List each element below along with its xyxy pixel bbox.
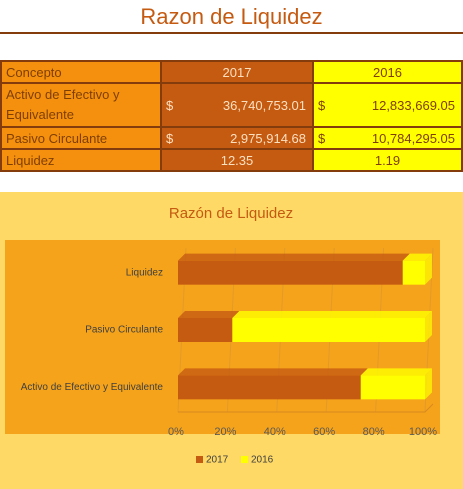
bar xyxy=(178,375,361,400)
bar xyxy=(178,318,233,342)
bar xyxy=(178,260,403,285)
bar-top xyxy=(178,368,368,376)
cell: 1.19 xyxy=(312,148,463,172)
cell: $36,740,753.01 xyxy=(160,82,314,128)
y-tick-label: Pasivo Circulante xyxy=(85,325,163,336)
amount: 12,833,669.05 xyxy=(371,97,455,113)
x-tick-label: 60% xyxy=(313,426,335,438)
bar-top xyxy=(178,253,410,261)
y-tick-label: Activo de Efectivo y Equivalente xyxy=(21,382,164,393)
cell: $10,784,295.05 xyxy=(312,126,463,150)
legend-label: 2017 xyxy=(206,455,229,466)
header-cell: 2016 xyxy=(312,60,463,84)
amount: 36,740,753.01 xyxy=(222,97,306,113)
chart: Razón de Liquidez 0% 20% 40% 60% 80% 100% Liqu… xyxy=(0,192,463,489)
x-tick-label: 0% xyxy=(168,426,184,438)
cell: $12,833,669.05 xyxy=(312,82,463,128)
bar xyxy=(232,318,425,342)
row-label: Activo de Efectivo y Equivalente xyxy=(0,82,162,128)
bar-side xyxy=(425,253,432,285)
header-cell: 2017 xyxy=(160,60,314,84)
x-tick-label: 20% xyxy=(214,426,236,438)
currency: $ xyxy=(166,97,174,113)
cell: 12.35 xyxy=(160,148,314,172)
sheet-title: Razon de Liquidez xyxy=(0,0,463,34)
header-cell: Concepto xyxy=(0,60,162,84)
x-tick-label: 40% xyxy=(264,426,286,438)
amount: 10,784,295.05 xyxy=(371,130,455,146)
bar-side xyxy=(425,311,432,342)
x-tick-label: 80% xyxy=(363,426,385,438)
row-label: Pasivo Circulante xyxy=(0,126,162,150)
legend-swatch xyxy=(196,456,203,463)
y-tick-label: Liquidez xyxy=(126,267,163,278)
legend-swatch xyxy=(241,456,248,463)
bar-side xyxy=(425,368,432,400)
currency: $ xyxy=(318,130,326,146)
currency: $ xyxy=(166,130,174,146)
bar-top xyxy=(402,253,432,261)
row-label: Liquidez xyxy=(0,148,162,172)
cell: $2,975,914.68 xyxy=(160,126,314,150)
amount: 2,975,914.68 xyxy=(230,130,306,146)
bar xyxy=(402,260,425,285)
bar-top xyxy=(360,368,432,376)
currency: $ xyxy=(318,97,326,113)
bar-top xyxy=(232,311,432,318)
bar xyxy=(360,375,425,400)
chart-title: Razón de Liquidez xyxy=(169,205,293,222)
x-tick-label: 100% xyxy=(409,426,437,438)
bar-top xyxy=(178,311,240,318)
floor xyxy=(178,403,434,413)
legend-label: 2016 xyxy=(251,455,274,466)
